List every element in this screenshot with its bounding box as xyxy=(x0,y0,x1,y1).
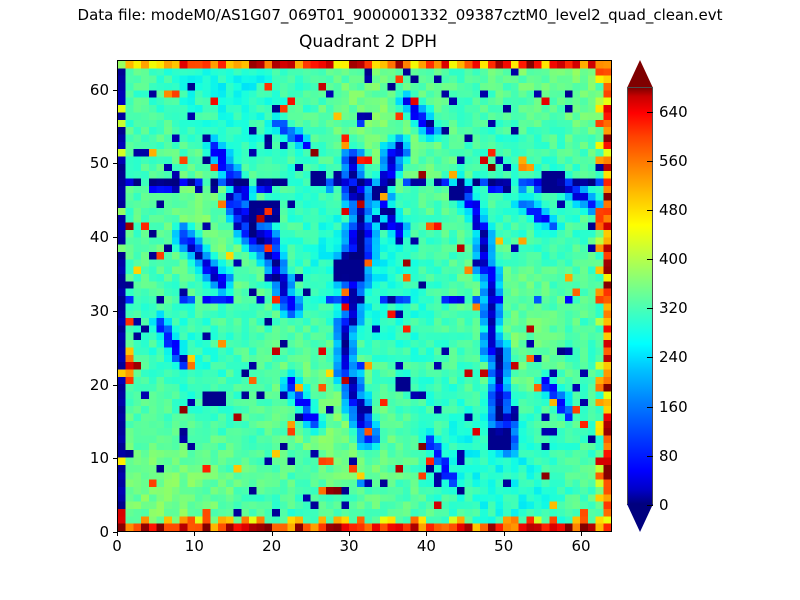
colorbar-extend-over-arrow xyxy=(627,60,653,88)
colorbar-tick-mark xyxy=(647,455,653,457)
y-tick-label: 40 xyxy=(89,228,109,246)
colorbar-tick-mark xyxy=(647,111,653,113)
colorbar-extend-under-arrow xyxy=(627,504,653,532)
x-tick-label: 60 xyxy=(571,537,591,555)
x-tick-label: 0 xyxy=(112,537,122,555)
y-tick-mark xyxy=(113,163,117,165)
x-tick-label: 20 xyxy=(262,537,282,555)
y-tick-label: 10 xyxy=(89,449,109,468)
x-tick-label: 30 xyxy=(339,537,359,555)
colorbar-tick-mark xyxy=(647,406,653,408)
x-tick-label: 10 xyxy=(184,537,204,555)
colorbar-gradient xyxy=(627,87,653,505)
colorbar-tick-mark xyxy=(647,160,653,162)
y-tick-mark xyxy=(113,237,117,238)
x-tick-mark xyxy=(503,532,505,536)
colorbar-tick-label: 480 xyxy=(659,200,688,219)
y-tick-label: 60 xyxy=(89,80,109,99)
y-tick-mark xyxy=(113,532,117,533)
x-tick-mark xyxy=(194,532,196,536)
y-tick-mark xyxy=(113,458,117,460)
x-tick-label: 40 xyxy=(416,537,436,555)
y-tick-mark xyxy=(113,89,117,91)
colorbar-tick-label: 0 xyxy=(659,496,669,514)
x-tick-mark xyxy=(426,532,428,536)
y-tick-mark xyxy=(113,384,117,386)
colorbar-tick-mark xyxy=(647,209,653,211)
colorbar-tick-mark xyxy=(647,308,653,310)
heatmap-axes[interactable] xyxy=(117,60,612,532)
y-tick-label: 0 xyxy=(99,523,109,541)
data-file-label: Data file: modeM0/AS1G07_069T01_90000013… xyxy=(77,6,723,24)
colorbar-tick-label: 320 xyxy=(659,299,688,318)
x-tick-mark xyxy=(271,532,273,536)
colorbar-tick-label: 400 xyxy=(659,250,688,269)
y-tick-label: 50 xyxy=(89,154,109,173)
x-tick-mark xyxy=(581,532,583,536)
colorbar-tick-label: 160 xyxy=(659,397,688,416)
y-tick-label: 30 xyxy=(89,301,109,320)
y-tick-mark xyxy=(113,310,117,312)
y-tick-label: 20 xyxy=(89,375,109,394)
plot-title: Quadrant 2 DPH xyxy=(299,32,437,52)
colorbar-tick-label: 560 xyxy=(659,151,688,170)
colorbar-tick-mark xyxy=(647,505,653,506)
x-tick-mark xyxy=(349,532,351,536)
x-tick-mark xyxy=(117,532,118,536)
colorbar-tick-mark xyxy=(647,357,653,359)
colorbar-tick-label: 240 xyxy=(659,348,688,367)
colorbar[interactable] xyxy=(627,60,653,532)
colorbar-tick-mark xyxy=(647,259,653,261)
detector-pixel-heatmap[interactable] xyxy=(118,61,611,531)
colorbar-tick-label: 80 xyxy=(659,446,679,465)
colorbar-tick-label: 640 xyxy=(659,102,688,121)
x-tick-label: 50 xyxy=(494,537,514,555)
